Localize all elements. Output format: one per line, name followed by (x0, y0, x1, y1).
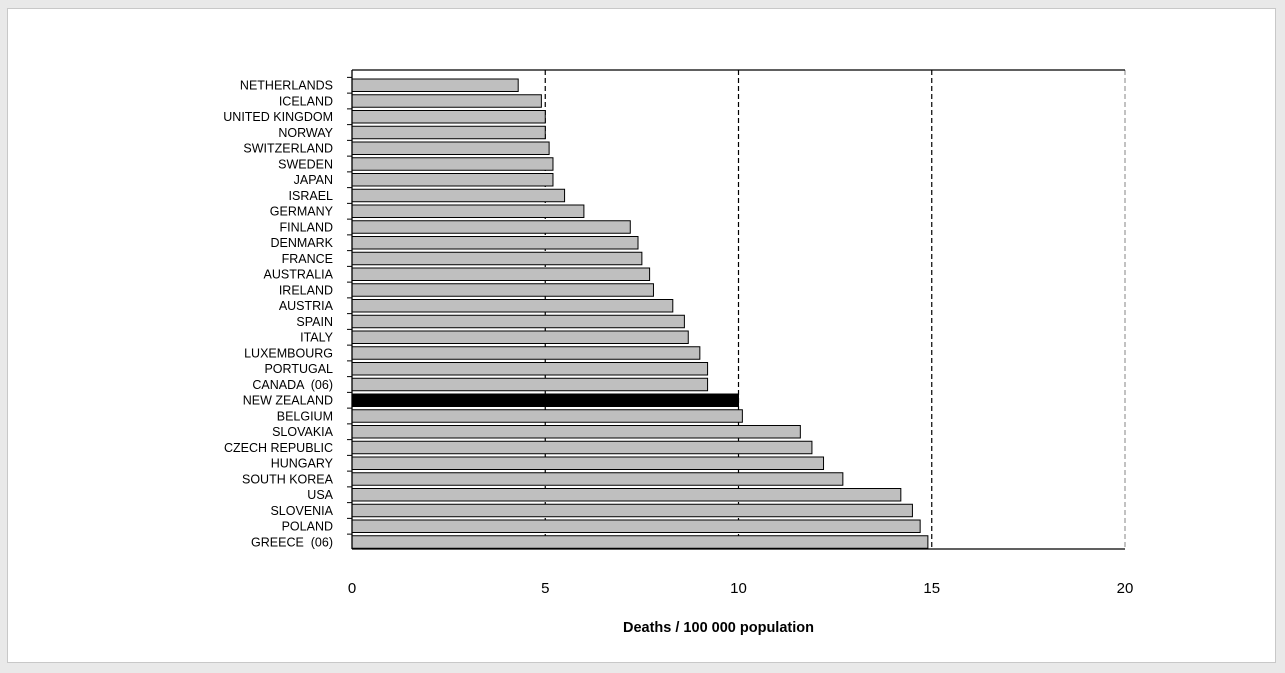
bar-belgium (351, 409, 743, 423)
category-label: ISRAEL (289, 189, 334, 203)
bar-germany (351, 204, 585, 218)
bar-slovenia (351, 503, 913, 518)
x-tick-labels: 0 5 10 15 20 (348, 580, 1134, 597)
bar-poland (351, 519, 921, 533)
x-axis-title: Deaths / 100 000 population (623, 620, 814, 636)
bar-italy (351, 330, 689, 344)
bar-luxembourg (351, 346, 701, 360)
axes (347, 69, 1125, 550)
bar-switzerland (351, 141, 550, 155)
category-label: CANADA (06) (252, 378, 333, 392)
x-tick-label: 0 (348, 580, 356, 597)
x-tick-label: 5 (541, 580, 549, 597)
bar-slovakia (351, 425, 801, 439)
category-label: UNITED KINGDOM (223, 110, 333, 124)
category-label: GERMANY (270, 205, 334, 219)
category-label: SOUTH KOREA (242, 472, 334, 486)
bar-finland (351, 220, 631, 234)
bar-norway (351, 125, 546, 140)
category-label: USA (307, 488, 333, 502)
category-label: DENMARK (270, 236, 333, 250)
bar-sweden (351, 157, 554, 171)
category-label: FINLAND (280, 220, 333, 234)
category-label: BELGIUM (277, 409, 333, 423)
bar-australia (351, 267, 651, 281)
category-label: SWITZERLAND (243, 142, 333, 156)
bar-new-zealand (351, 393, 739, 407)
bar-spain (351, 314, 685, 329)
bar-denmark (351, 236, 639, 250)
x-tick-label: 10 (730, 580, 747, 597)
category-label: HUNGARY (271, 457, 334, 471)
category-label: SLOVENIA (270, 504, 333, 518)
category-label: GREECE (06) (251, 535, 333, 549)
category-label: NORWAY (278, 126, 333, 140)
category-label: JAPAN (294, 173, 333, 187)
bar-united-kingdom (351, 110, 546, 124)
category-label: ICELAND (279, 94, 333, 108)
bar-ireland (351, 283, 654, 297)
category-label: IRELAND (279, 283, 333, 297)
category-label: NEW ZEALAND (243, 394, 333, 408)
category-label: LUXEMBOURG (244, 346, 333, 360)
category-label: FRANCE (282, 252, 333, 266)
category-label: AUSTRALIA (264, 268, 334, 282)
category-label: NETHERLANDS (240, 79, 333, 93)
bar-czech-republic (351, 440, 813, 455)
bar-canada-06 (351, 377, 709, 392)
bar-south-korea (351, 472, 844, 486)
category-label: ITALY (300, 331, 334, 345)
category-label: CZECH REPUBLIC (224, 441, 333, 455)
bar-israel (351, 188, 566, 203)
bar-netherlands (351, 78, 519, 92)
category-label: AUSTRIA (279, 299, 334, 313)
bar-usa (351, 488, 902, 502)
bars (351, 78, 929, 549)
bar-france (351, 251, 643, 266)
bar-iceland (351, 94, 542, 108)
bar-japan (351, 173, 554, 187)
category-label: PORTUGAL (264, 362, 333, 376)
category-label: POLAND (282, 520, 333, 534)
bar-portugal (351, 362, 709, 376)
category-label: SWEDEN (278, 157, 333, 171)
x-tick-label: 15 (923, 580, 940, 597)
category-label: SPAIN (296, 315, 333, 329)
category-label: SLOVAKIA (272, 425, 334, 439)
x-tick-label: 20 (1117, 580, 1134, 597)
bar-austria (351, 299, 674, 313)
bar-hungary (351, 456, 825, 470)
bar-greece-06 (351, 535, 929, 549)
